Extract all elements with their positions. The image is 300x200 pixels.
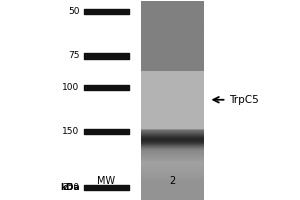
Text: MW: MW bbox=[98, 176, 116, 186]
Text: 150: 150 bbox=[62, 127, 80, 136]
Text: kDa: kDa bbox=[60, 183, 80, 192]
Text: 50: 50 bbox=[68, 7, 80, 16]
Text: 2: 2 bbox=[169, 176, 175, 186]
Text: 75: 75 bbox=[68, 51, 80, 60]
Text: TrpC5: TrpC5 bbox=[230, 95, 259, 105]
Text: 100: 100 bbox=[62, 83, 80, 92]
Text: 250: 250 bbox=[62, 183, 80, 192]
